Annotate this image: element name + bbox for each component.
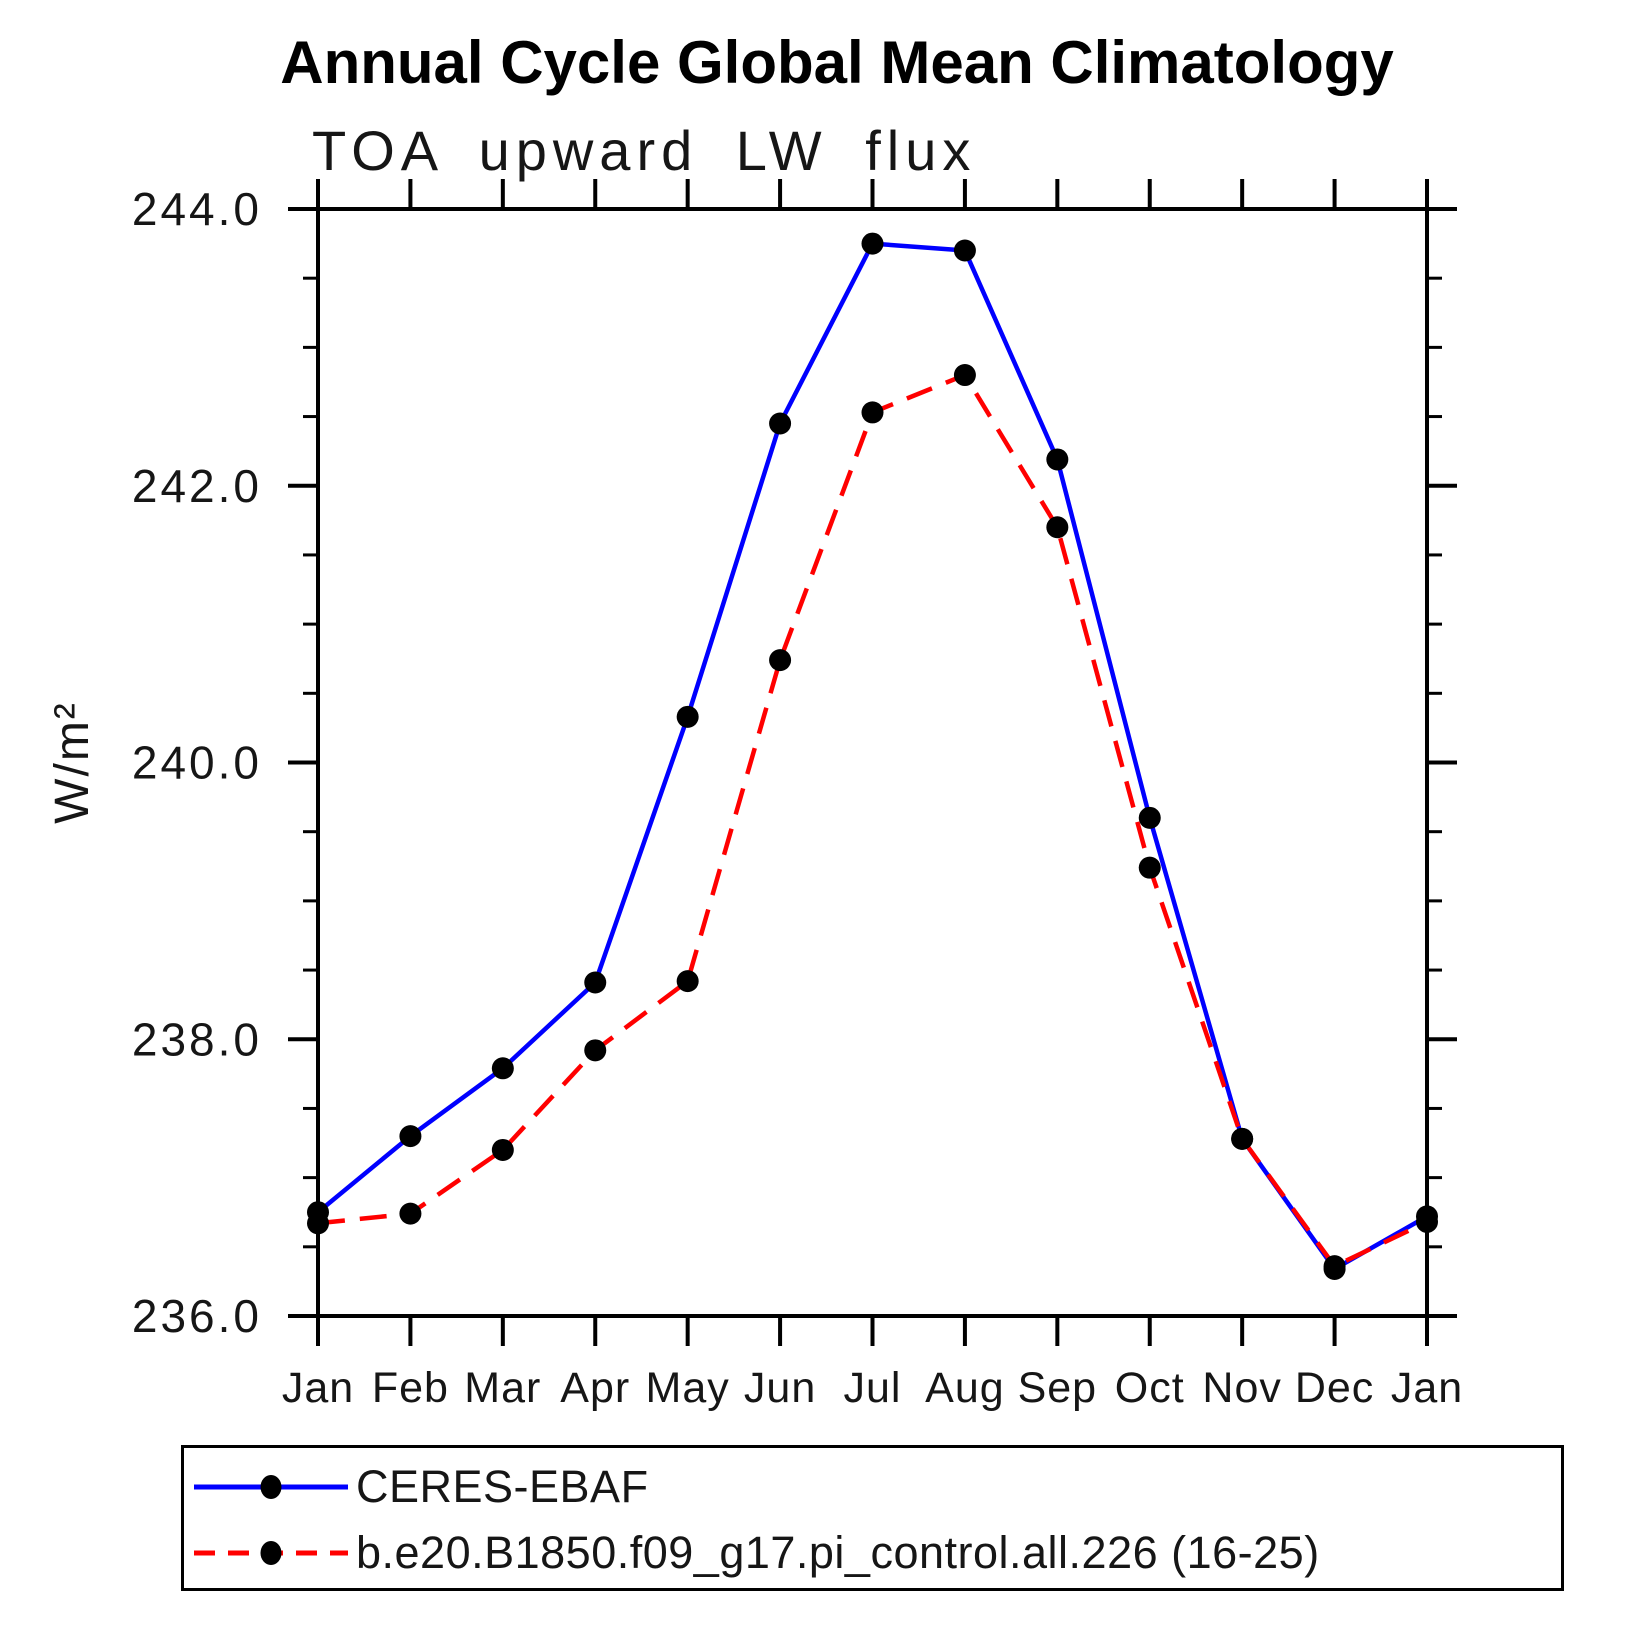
chart-title: Annual Cycle Global Mean Climatology [280, 29, 1394, 96]
x-tick-label: Aug [925, 1364, 1005, 1412]
data-point-marker-s1 [1046, 516, 1069, 539]
data-point-marker-s1 [1138, 856, 1161, 879]
x-tick-label: Apr [560, 1364, 630, 1412]
legend-box: CERES-EBAF b.e20.B1850.f09_g17.pi_contro… [181, 1445, 1564, 1591]
x-tick-label: Jul [844, 1364, 902, 1412]
data-point-marker-s0 [676, 705, 699, 728]
y-tick-label: 244.0 [132, 183, 262, 235]
legend-entry-ceres: CERES-EBAF [188, 1456, 649, 1518]
data-point-marker-s1 [953, 364, 976, 387]
series-line-1 [317, 372, 1428, 1269]
x-tick-label: Jan [1391, 1364, 1463, 1412]
y-axis-label: W/m² [46, 701, 99, 824]
data-point-marker-s0 [584, 971, 607, 994]
data-point-marker-s0 [1138, 806, 1161, 829]
legend-marker-dot [260, 1541, 282, 1565]
legend-entry-model: b.e20.B1850.f09_g17.pi_control.all.226 (… [188, 1522, 1320, 1584]
x-tick-label: Mar [464, 1364, 541, 1412]
data-point-marker-s1 [399, 1202, 422, 1225]
data-point-marker-s1 [861, 401, 884, 424]
x-tick-label: Oct [1115, 1364, 1185, 1412]
data-point-marker-s1 [584, 1039, 607, 1062]
x-tick-label: Nov [1202, 1364, 1281, 1412]
legend-label: CERES-EBAF [356, 1461, 649, 1512]
data-point-marker-s0 [861, 232, 884, 255]
data-point-marker-s1 [1416, 1210, 1438, 1233]
chart-subtitle: TOA upward LW flux [312, 119, 977, 182]
data-point-marker-s0 [1046, 448, 1069, 471]
x-tick-label: Jun [744, 1364, 816, 1412]
y-tick-label: 236.0 [132, 1290, 262, 1342]
data-point-marker-s0 [399, 1125, 422, 1148]
legend-marker-dot [260, 1475, 282, 1499]
x-tick-label: Jan [282, 1364, 354, 1412]
x-tick-label: Dec [1295, 1364, 1374, 1412]
data-point-marker-s1 [491, 1138, 514, 1161]
x-tick-label: Feb [372, 1364, 449, 1412]
data-point-marker-s0 [491, 1057, 514, 1080]
data-point-marker-s1 [1323, 1255, 1346, 1278]
plot-frame [316, 207, 1429, 1318]
y-tick-label: 240.0 [132, 737, 262, 789]
y-tick-label: 238.0 [132, 1013, 262, 1065]
y-tick-label: 242.0 [132, 460, 262, 512]
legend-label: b.e20.B1850.f09_g17.pi_control.all.226 (… [356, 1527, 1320, 1578]
x-tick-label: Sep [1018, 1364, 1098, 1412]
series-line-0 [316, 241, 1429, 1272]
data-point-marker-s1 [307, 1212, 329, 1235]
legend-line-sample-dashed [194, 1541, 348, 1565]
data-point-marker-s1 [1231, 1127, 1254, 1150]
data-point-marker-s0 [769, 412, 792, 435]
data-point-marker-s1 [676, 970, 699, 993]
data-point-marker-s0 [953, 239, 976, 262]
data-point-marker-s1 [769, 649, 792, 672]
x-tick-label: May [646, 1364, 730, 1412]
legend-line-sample-solid [194, 1475, 348, 1499]
